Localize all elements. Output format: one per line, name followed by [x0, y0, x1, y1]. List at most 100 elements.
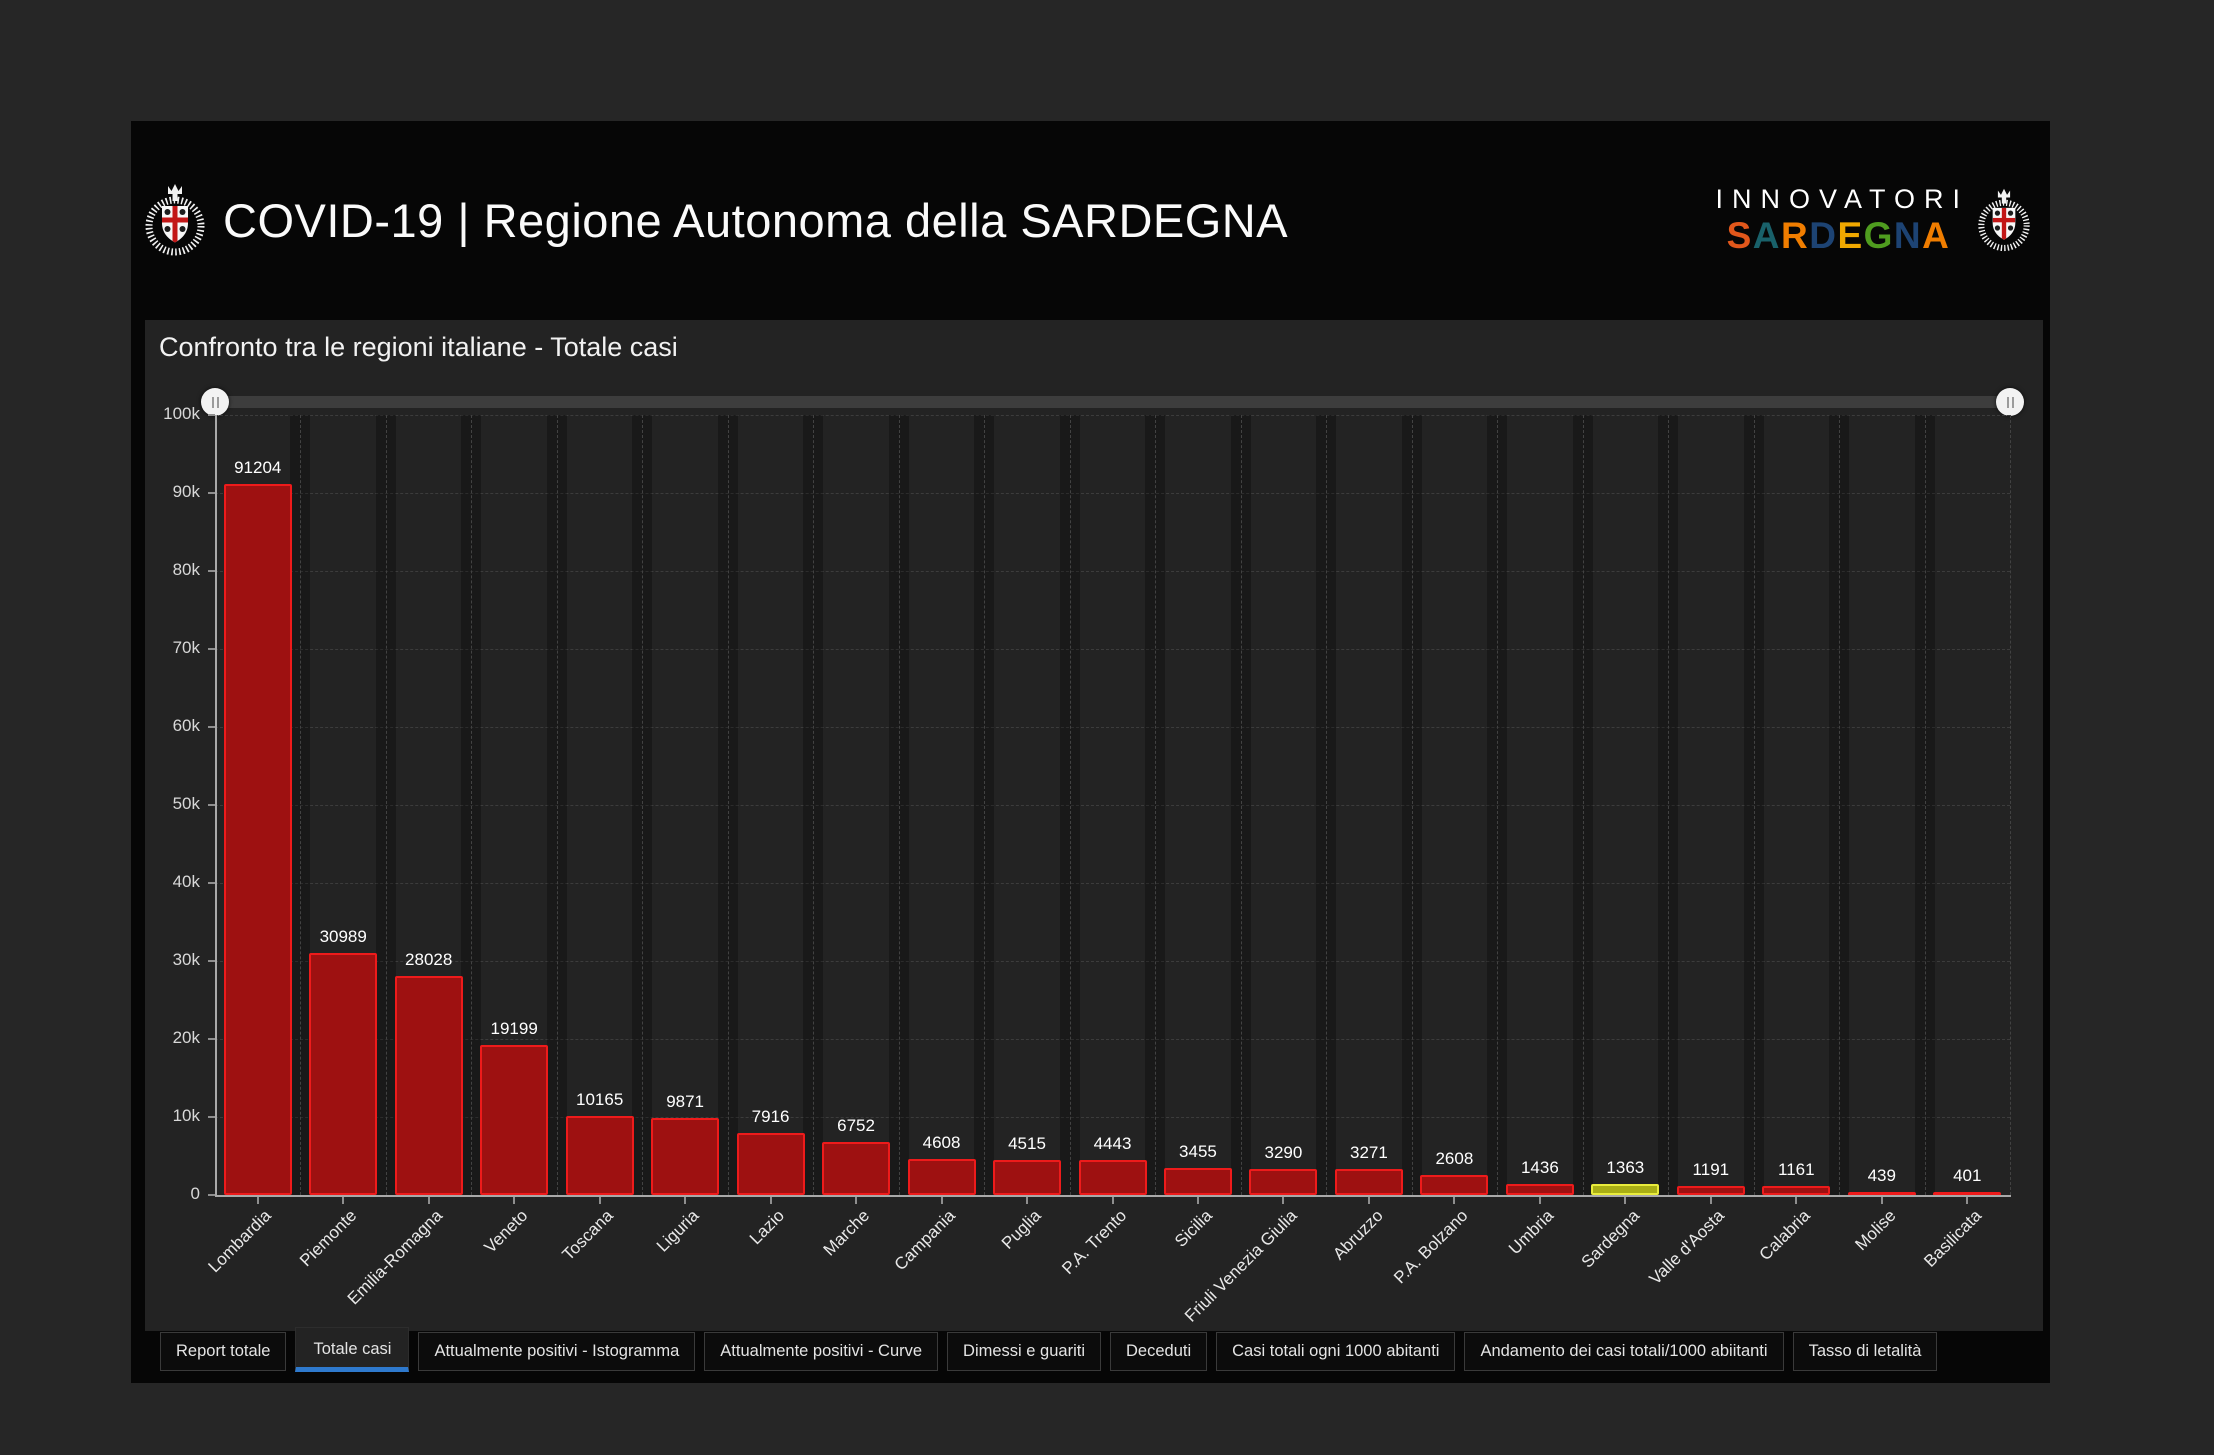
chart-panel: Confronto tra le regioni italiane - Tota… [145, 320, 2043, 1331]
y-axis-tick-label: 70k [145, 638, 200, 658]
bar-p-a-bolzano[interactable] [1420, 1175, 1488, 1195]
v-gridline [1155, 415, 1156, 1195]
logo-letter: D [1809, 215, 1837, 256]
tab-deceduti[interactable]: Deceduti [1110, 1332, 1207, 1371]
bar-marche[interactable] [822, 1142, 890, 1195]
h-gridline [215, 727, 2010, 728]
bar-piemonte[interactable] [309, 953, 377, 1195]
tab-casi-totali-ogni-1000-abitanti[interactable]: Casi totali ogni 1000 abitanti [1216, 1332, 1455, 1371]
bar-umbria[interactable] [1506, 1184, 1574, 1195]
x-axis-category-label: Lazio [746, 1206, 789, 1249]
x-axis-tick [513, 1197, 515, 1204]
h-gridline [215, 493, 2010, 494]
y-axis-tick-label: 50k [145, 794, 200, 814]
x-axis-tick [428, 1197, 430, 1204]
v-gridline [1326, 415, 1327, 1195]
y-axis-tick [208, 804, 215, 806]
y-axis-tick-label: 20k [145, 1028, 200, 1048]
v-gridline [1668, 415, 1669, 1195]
x-axis-tick [1881, 1197, 1883, 1204]
y-axis-tick [208, 492, 215, 494]
bar-value-label: 2608 [1435, 1149, 1473, 1169]
logo-letter: R [1781, 215, 1809, 256]
v-gridline [386, 415, 387, 1195]
v-gridline [1412, 415, 1413, 1195]
v-gridline [813, 415, 814, 1195]
x-axis-tick [941, 1197, 943, 1204]
x-axis-tick [1710, 1197, 1712, 1204]
x-axis-tick [1026, 1197, 1028, 1204]
tab-attualmente-positivi-curve[interactable]: Attualmente positivi - Curve [704, 1332, 938, 1371]
bar-veneto[interactable] [480, 1045, 548, 1195]
v-gridline [557, 415, 558, 1195]
bar-lazio[interactable] [737, 1133, 805, 1195]
bar-value-label: 3271 [1350, 1143, 1388, 1163]
logo-line1: INNOVATORI [1715, 184, 1969, 215]
slider-handle-right[interactable] [1996, 388, 2024, 416]
v-gridline [642, 415, 643, 1195]
bar-value-label: 1161 [1778, 1160, 1815, 1180]
y-axis-tick [208, 882, 215, 884]
bar-liguria[interactable] [651, 1118, 719, 1195]
tab-andamento-dei-casi-totali-1000-abiitanti[interactable]: Andamento dei casi totali/1000 abiitanti [1464, 1332, 1783, 1371]
x-axis-category-label: Liguria [653, 1206, 703, 1256]
x-axis-tick [1282, 1197, 1284, 1204]
x-axis-category-label: Campania [891, 1206, 960, 1275]
bar-calabria[interactable] [1762, 1186, 1830, 1195]
h-gridline [215, 883, 2010, 884]
x-axis-tick [1112, 1197, 1114, 1204]
bar-emilia-romagna[interactable] [395, 976, 463, 1195]
h-gridline [215, 649, 2010, 650]
slider-handle-left[interactable] [201, 388, 229, 416]
logo-letter: N [1894, 215, 1922, 256]
x-axis-tick [770, 1197, 772, 1204]
x-axis-tick [1368, 1197, 1370, 1204]
x-axis-category-label: Umbria [1505, 1206, 1558, 1259]
tab-attualmente-positivi-istogramma[interactable]: Attualmente positivi - Istogramma [418, 1332, 695, 1371]
bar-value-label: 401 [1953, 1166, 1981, 1186]
tab-dimessi-e-guariti[interactable]: Dimessi e guariti [947, 1332, 1101, 1371]
tab-tasso-di-letalit[interactable]: Tasso di letalità [1793, 1332, 1938, 1371]
x-axis-category-label: Piemonte [296, 1206, 361, 1271]
x-axis-tick [855, 1197, 857, 1204]
app-header: COVID-19 | Regione Autonoma della SARDEG… [131, 121, 2050, 320]
bar-sicilia[interactable] [1164, 1168, 1232, 1195]
bar-lombardia[interactable] [224, 484, 292, 1195]
v-gridline [471, 415, 472, 1195]
bar-friuli-venezia-giulia[interactable] [1249, 1169, 1317, 1195]
bar-valle-d-aosta[interactable] [1677, 1186, 1745, 1195]
v-gridline [1925, 415, 1926, 1195]
x-axis-tick [1795, 1197, 1797, 1204]
bar-campania[interactable] [908, 1159, 976, 1195]
header-left: COVID-19 | Regione Autonoma della SARDEG… [143, 182, 1288, 260]
y-axis-tick-label: 0 [145, 1184, 200, 1204]
bar-value-label: 4443 [1094, 1134, 1132, 1154]
y-axis-tick [208, 414, 215, 416]
data-zoom-slider-track[interactable] [215, 396, 2010, 408]
y-axis-tick [208, 960, 215, 962]
y-axis-tick-label: 60k [145, 716, 200, 736]
bar-toscana[interactable] [566, 1116, 634, 1195]
x-axis-category-label: Toscana [559, 1206, 618, 1265]
bar-value-label: 28028 [405, 950, 452, 970]
bar-puglia[interactable] [993, 1160, 1061, 1195]
x-axis-category-label: P.A. Trento [1058, 1206, 1131, 1279]
v-gridline [984, 415, 985, 1195]
bar-value-label: 30989 [320, 927, 367, 947]
bar-value-label: 3455 [1179, 1142, 1217, 1162]
tab-totale-casi[interactable]: Totale casi [295, 1327, 409, 1372]
y-axis-tick-label: 30k [145, 950, 200, 970]
bar-p-a-trento[interactable] [1079, 1160, 1147, 1195]
bar-abruzzo[interactable] [1335, 1169, 1403, 1195]
bar-value-label: 6752 [837, 1116, 875, 1136]
v-gridline [1583, 415, 1584, 1195]
x-axis-tick [1539, 1197, 1541, 1204]
header-right: INNOVATORI SARDEGNA [1715, 184, 2032, 258]
bar-sardegna[interactable] [1591, 1184, 1659, 1195]
y-axis-tick [208, 570, 215, 572]
x-axis-category-label: Molise [1851, 1206, 1900, 1255]
x-axis-category-label: Sicilia [1171, 1206, 1217, 1252]
v-gridline [1070, 415, 1071, 1195]
tab-report-totale[interactable]: Report totale [160, 1332, 286, 1371]
x-axis-tick [684, 1197, 686, 1204]
